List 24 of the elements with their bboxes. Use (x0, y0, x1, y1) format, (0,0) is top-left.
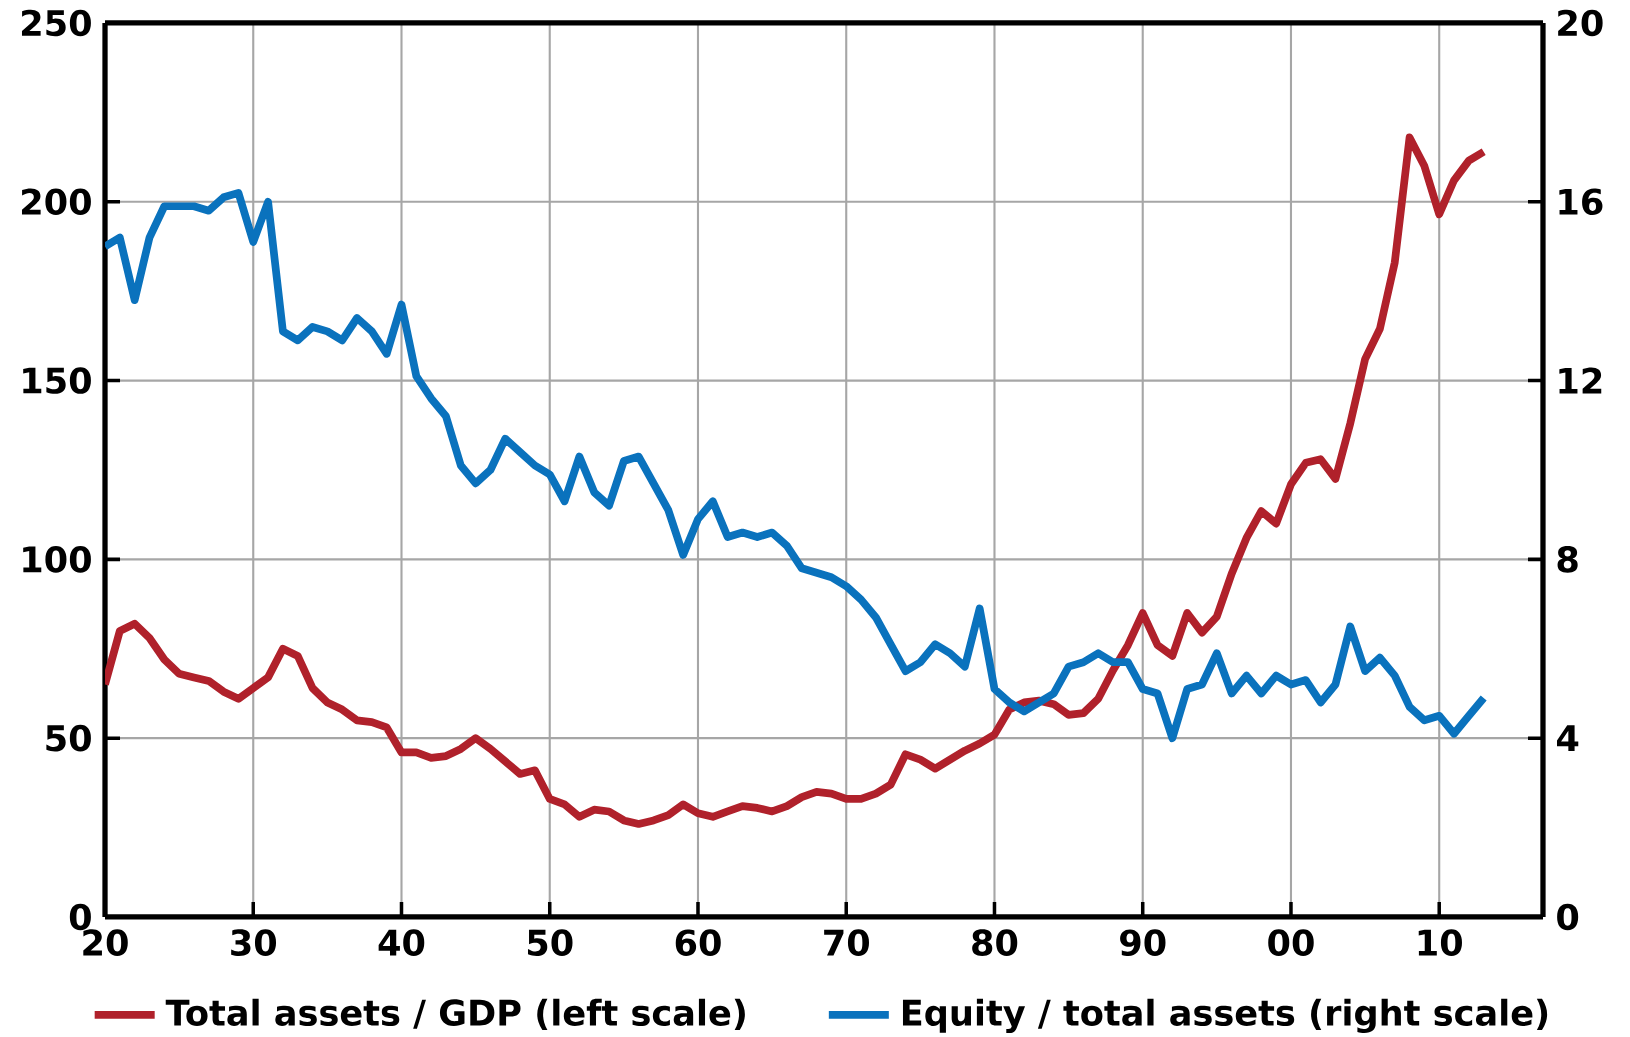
y2-tick-label: 16 (1559, 188, 1603, 216)
y-tick-label: 200 (21, 188, 91, 216)
x-tick-label: 40 (378, 929, 425, 956)
x-tick-label: 50 (527, 929, 573, 956)
y2-tick-label: 8 (1557, 546, 1578, 573)
y-tick-label: 150 (23, 367, 91, 394)
y2-tick-label: 4 (1557, 725, 1579, 751)
y2-tick-label: 0 (1557, 903, 1579, 931)
y-tick-label: 250 (21, 9, 91, 37)
x-tick-label: 60 (675, 929, 721, 956)
x-tick-label: 90 (1120, 929, 1166, 956)
y-tick-label: 50 (46, 724, 91, 752)
x-tick-label: 10 (1418, 929, 1462, 956)
x-tick-label: 30 (231, 929, 277, 956)
y2-tick-label: 12 (1559, 367, 1602, 394)
y-tick-label: 100 (23, 546, 91, 573)
y2-tick-label: 20 (1558, 9, 1603, 37)
x-tick-label: 70 (824, 929, 870, 956)
x-tick-label: 00 (1268, 929, 1314, 956)
y-tick-label: 0 (69, 903, 91, 931)
x-tick-label: 20 (83, 929, 128, 956)
legend-label: Equity / total assets (right scale) (902, 998, 1548, 1034)
x-tick-label: 80 (972, 929, 1018, 956)
legend-label: Total assets / GDP (left scale) (165, 998, 745, 1031)
